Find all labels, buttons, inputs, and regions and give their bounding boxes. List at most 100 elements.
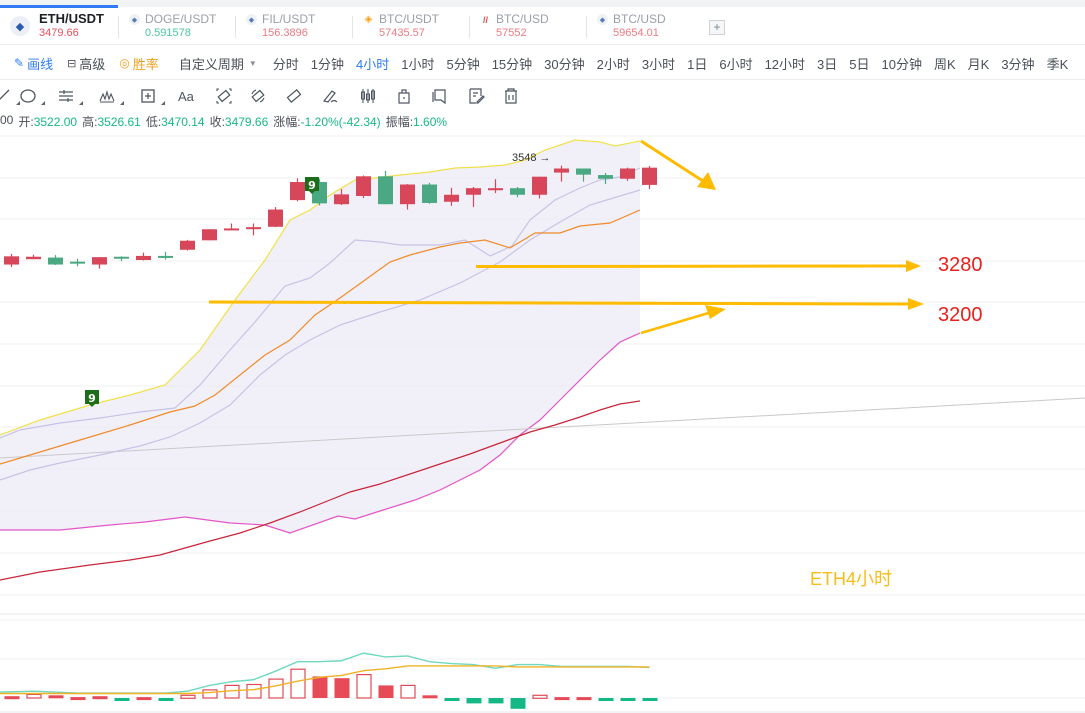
candle[interactable]	[466, 186, 481, 208]
candle[interactable]	[246, 223, 261, 236]
tab-symbol: BTC/USD	[613, 12, 666, 26]
candle[interactable]	[224, 223, 239, 231]
text-tool-icon[interactable]: Aa	[175, 86, 197, 106]
advanced-label: 高级	[79, 56, 106, 72]
macd-histogram-bar	[114, 698, 130, 701]
candle[interactable]	[180, 239, 195, 251]
submenu-triangle-icon[interactable]	[16, 101, 20, 105]
candlestick-chart[interactable]: 9 9 3548 →	[0, 131, 1085, 713]
symbol-tab[interactable]: // BTC/USD 57552	[469, 7, 586, 45]
macd-histogram-bar	[422, 695, 438, 699]
candle[interactable]	[48, 255, 63, 265]
period-option[interactable]: 5分钟	[446, 56, 480, 72]
candle[interactable]	[4, 253, 19, 267]
tab-symbol: DOGE/USDT	[145, 12, 217, 26]
candle[interactable]	[92, 257, 107, 269]
custom-period-dropdown[interactable]: 自定义周期 ▼	[179, 54, 257, 73]
wave-pattern-icon[interactable]	[96, 86, 124, 106]
trash-icon[interactable]	[500, 86, 522, 106]
ellipse-tool-icon[interactable]	[17, 86, 45, 106]
drawing-toolbar: Aa	[0, 82, 560, 110]
chart-title-annotation: ETH4小时	[810, 569, 893, 589]
ruler-icon[interactable]	[283, 86, 305, 106]
period-option[interactable]: 10分钟	[881, 56, 922, 72]
submenu-triangle-icon[interactable]	[120, 101, 124, 105]
candle[interactable]	[70, 258, 85, 267]
candle[interactable]	[510, 186, 525, 198]
candlestick-icon[interactable]	[357, 86, 379, 106]
open-value: 3522.00	[33, 115, 78, 129]
period-option[interactable]: 1小时	[401, 56, 435, 72]
open-label: 开:	[18, 115, 34, 129]
period-option[interactable]: 1分钟	[310, 56, 344, 72]
period-bar: ✎ 画线 ⊟ 高级 ◎ 胜率 自定义周期 ▼ 分时 1分钟 4小时 1小时 5分钟 15分…	[0, 48, 1085, 78]
candle[interactable]	[444, 187, 459, 206]
candle[interactable]	[642, 166, 657, 190]
candle[interactable]	[334, 189, 349, 206]
copy-icon[interactable]	[428, 86, 450, 106]
period-option[interactable]: 4小时	[356, 56, 390, 72]
tab-symbol: ETH/USDT	[39, 11, 104, 26]
period-option[interactable]: 1日	[687, 56, 708, 72]
close-value: 3479.66	[224, 115, 269, 129]
candle[interactable]	[576, 168, 591, 182]
candle[interactable]	[620, 167, 635, 181]
candle[interactable]	[598, 173, 613, 185]
candle[interactable]	[356, 175, 371, 199]
winrate-button[interactable]: ◎ 胜率	[119, 54, 159, 73]
submenu-triangle-icon[interactable]	[79, 101, 83, 105]
candle[interactable]	[202, 229, 217, 241]
symbol-tab[interactable]: ◆ BTC/USD 59654.01	[586, 7, 703, 45]
period-option[interactable]: 15分钟	[491, 56, 533, 72]
symbol-tab[interactable]: ◆ FIL/USDT 156.3896	[235, 7, 352, 45]
period-option[interactable]: 季K	[1046, 56, 1069, 72]
candle[interactable]	[400, 184, 415, 210]
draw-line-button[interactable]: ✎ 画线	[14, 54, 53, 73]
line-tool-icon[interactable]	[0, 86, 20, 106]
period-option[interactable]: 12小时	[764, 56, 806, 72]
period-option[interactable]: 分时	[272, 56, 299, 72]
period-option[interactable]: 3小时	[641, 56, 676, 72]
svg-text:9: 9	[88, 392, 96, 405]
parallel-lines-icon[interactable]	[55, 86, 83, 106]
candle[interactable]	[136, 252, 151, 261]
candle[interactable]	[26, 254, 41, 260]
symbol-tab[interactable]: ◈ BTC/USDT 57435.57	[352, 7, 469, 45]
measure-icon[interactable]	[213, 86, 235, 106]
period-option[interactable]: 3分钟	[1001, 56, 1035, 72]
tab-price: 57552	[496, 27, 527, 39]
candle[interactable]	[378, 170, 393, 205]
advanced-button[interactable]: ⊟ 高级	[67, 54, 105, 73]
low-label: 低:	[145, 115, 162, 129]
caret-down-icon: ▼	[248, 58, 257, 68]
symbol-tab[interactable]: ◆ DOGE/USDT 0.591578	[118, 7, 235, 45]
submenu-triangle-icon[interactable]	[161, 101, 165, 105]
level-3280-label: 3280	[938, 254, 983, 276]
submenu-triangle-icon[interactable]	[41, 101, 45, 105]
period-option[interactable]: 月K	[967, 56, 990, 72]
candle[interactable]	[268, 207, 283, 228]
period-option[interactable]: 5日	[849, 56, 870, 72]
symbol-tab[interactable]: ◆ ETH/USDT 3479.66	[0, 7, 118, 45]
lock-icon[interactable]	[393, 86, 415, 106]
period-option[interactable]: 6小时	[719, 56, 753, 72]
period-option[interactable]: 30分钟	[544, 56, 585, 72]
candle[interactable]	[290, 178, 305, 202]
edit-note-icon[interactable]	[465, 86, 487, 106]
period-option[interactable]: 周K	[933, 56, 956, 72]
ruler-circle-icon[interactable]	[247, 86, 269, 106]
period-option[interactable]: 3日	[817, 56, 838, 72]
candle[interactable]	[532, 176, 547, 199]
candle[interactable]	[488, 179, 503, 194]
candle[interactable]	[114, 256, 129, 262]
candle[interactable]	[158, 251, 173, 260]
brush-icon[interactable]	[319, 86, 341, 106]
period-option[interactable]: 2小时	[596, 56, 630, 72]
candle[interactable]	[422, 182, 437, 204]
rectangle-tool-icon[interactable]	[137, 86, 165, 106]
candle[interactable]	[554, 165, 569, 182]
add-tab-button[interactable]: +	[709, 20, 725, 35]
macd-histogram-bar	[180, 694, 196, 699]
winrate-label: 胜率	[132, 56, 159, 72]
macd-histogram-bar	[202, 689, 218, 699]
